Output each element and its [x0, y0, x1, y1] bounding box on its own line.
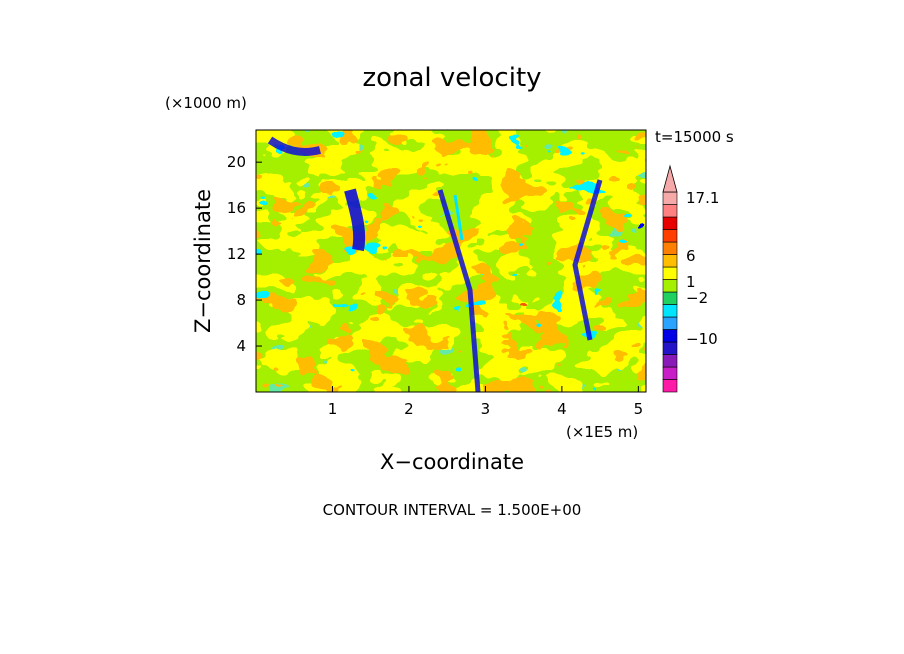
x-axis-label: X−coordinate: [380, 450, 524, 474]
colorbar: 17.1 6 1−2 −10: [662, 164, 719, 393]
colorbar-swatch: [662, 379, 678, 393]
y-tick-label: 12: [227, 245, 246, 263]
colorbar-swatch: [662, 254, 678, 268]
x-tick-label: 1: [328, 400, 338, 418]
y-axis-label: Z−coordinate: [191, 189, 215, 333]
colorbar-label: 17.1: [686, 189, 719, 207]
colorbar-swatch: [662, 316, 678, 330]
y-tick-label: 8: [236, 291, 246, 309]
colorbar-label: 6: [686, 247, 696, 265]
colorbar-swatch: [662, 241, 678, 255]
x-tick-label: 5: [634, 400, 644, 418]
colorbar-label: −10: [686, 330, 718, 348]
y-tick-label: 16: [227, 199, 246, 217]
colorbar-swatch: [662, 216, 678, 230]
plot-frame: [255, 129, 647, 393]
time-label: t=15000 s: [655, 128, 734, 146]
x-tick-label: 2: [404, 400, 414, 418]
colorbar-swatch: [662, 229, 678, 243]
chart-title: zonal velocity: [362, 63, 541, 93]
colorbar-swatch: [662, 279, 678, 293]
x-axis: 1 2 3 4 5: [328, 386, 643, 418]
colorbar-extend-arrow: [662, 164, 678, 193]
x-tick-label: 3: [481, 400, 491, 418]
colorbar-swatch: [662, 304, 678, 318]
y-axis: 4 8 12 16 20: [227, 153, 262, 355]
colorbar-swatch: [662, 354, 678, 368]
x-scale-label: (×1E5 m): [566, 423, 638, 441]
y-tick-label: 20: [227, 153, 246, 171]
colorbar-swatch: [662, 191, 678, 205]
colorbar-swatch: [662, 366, 678, 380]
contour-field: [256, 130, 646, 392]
y-tick-label: 4: [236, 337, 246, 355]
colorbar-label: −2: [686, 289, 708, 307]
colorbar-swatch: [662, 266, 678, 280]
y-scale-label: (×1000 m): [165, 94, 247, 112]
colorbar-swatch: [662, 291, 678, 305]
colorbar-swatch: [662, 341, 678, 355]
colorbar-swatch: [662, 204, 678, 218]
colorbar-label: 1: [686, 273, 696, 291]
colorbar-swatch: [662, 329, 678, 343]
x-tick-label: 4: [557, 400, 567, 418]
contour-interval: CONTOUR INTERVAL = 1.500E+00: [323, 501, 582, 519]
